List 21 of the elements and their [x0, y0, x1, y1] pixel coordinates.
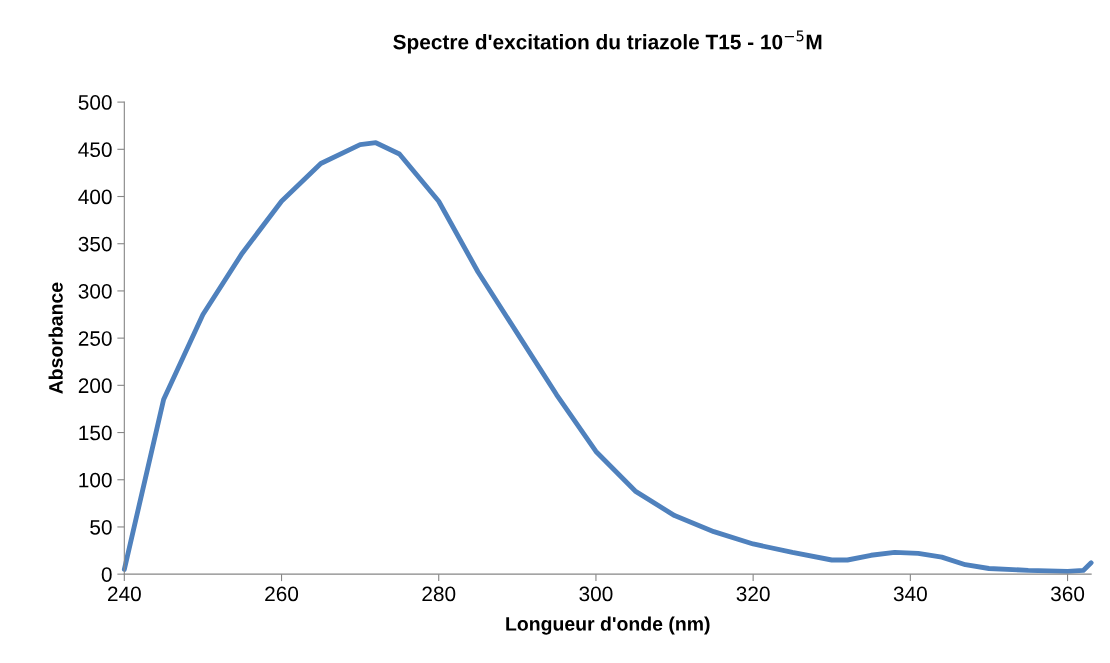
y-tick-label: 350: [78, 236, 112, 252]
y-tick-label: 0: [101, 567, 112, 582]
y-tick-label: 400: [78, 189, 112, 205]
y-axis-title: Absorbance: [48, 282, 63, 394]
x-tick-label: 320: [736, 586, 770, 602]
x-tick-label: 340: [893, 586, 927, 602]
chart-title: Spectre d'excitation du triazole T15 - 10$^{−5}$M: [393, 30, 822, 54]
y-tick-label: 100: [79, 472, 112, 488]
x-tick-label: 240: [107, 586, 141, 602]
y-tick-label: 250: [78, 331, 112, 346]
x-tick-label: 300: [579, 586, 613, 602]
x-axis-title: Longueur d'onde (nm): [506, 616, 710, 635]
y-tick-label: 150: [79, 425, 112, 441]
y-tick-label: 50: [90, 519, 112, 535]
y-tick-label: 200: [78, 378, 112, 394]
x-tick-label: 280: [422, 586, 456, 602]
y-tick-label: 450: [78, 142, 112, 158]
x-tick-label: 260: [265, 586, 299, 602]
y-tick-label: 500: [78, 95, 112, 110]
x-tick-label: 360: [1050, 586, 1085, 602]
y-tick-label: 300: [78, 283, 112, 299]
